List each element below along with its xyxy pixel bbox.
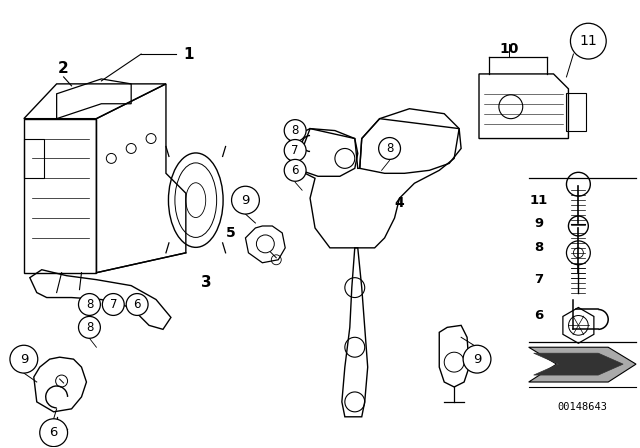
Text: 8: 8 [534, 241, 543, 254]
Text: 4: 4 [394, 196, 404, 210]
Text: 9: 9 [534, 216, 543, 229]
Text: 9: 9 [473, 353, 481, 366]
Text: 8: 8 [86, 298, 93, 311]
Text: 3: 3 [201, 275, 211, 290]
Circle shape [379, 138, 401, 159]
Circle shape [40, 419, 68, 447]
Text: 11: 11 [579, 34, 597, 48]
Bar [566, 93, 586, 130]
Circle shape [10, 345, 38, 373]
Text: 7: 7 [109, 298, 117, 311]
Text: 6: 6 [49, 426, 58, 439]
Text: 6: 6 [133, 298, 141, 311]
Circle shape [102, 293, 124, 315]
Text: 6: 6 [291, 164, 299, 177]
Bar [24, 138, 44, 178]
Circle shape [79, 293, 100, 315]
Polygon shape [534, 353, 623, 375]
Text: 5: 5 [226, 226, 236, 240]
Circle shape [232, 186, 259, 214]
Polygon shape [529, 347, 636, 382]
Text: 7: 7 [534, 273, 543, 286]
Text: 8: 8 [386, 142, 393, 155]
Text: 2: 2 [58, 61, 69, 77]
Circle shape [566, 172, 590, 196]
Circle shape [126, 293, 148, 315]
Text: 10: 10 [499, 42, 518, 56]
Circle shape [568, 216, 588, 236]
Circle shape [284, 120, 306, 142]
Text: 9: 9 [20, 353, 28, 366]
Text: 7: 7 [291, 144, 299, 157]
Text: 00148643: 00148643 [557, 402, 607, 412]
Circle shape [463, 345, 491, 373]
Circle shape [284, 139, 306, 161]
Circle shape [79, 316, 100, 338]
Text: 9: 9 [241, 194, 250, 207]
Text: 8: 8 [291, 124, 299, 137]
Circle shape [570, 23, 606, 59]
Text: 1: 1 [183, 47, 193, 61]
Text: 8: 8 [86, 321, 93, 334]
Text: 6: 6 [534, 309, 543, 322]
Circle shape [284, 159, 306, 181]
Text: 11: 11 [529, 194, 548, 207]
